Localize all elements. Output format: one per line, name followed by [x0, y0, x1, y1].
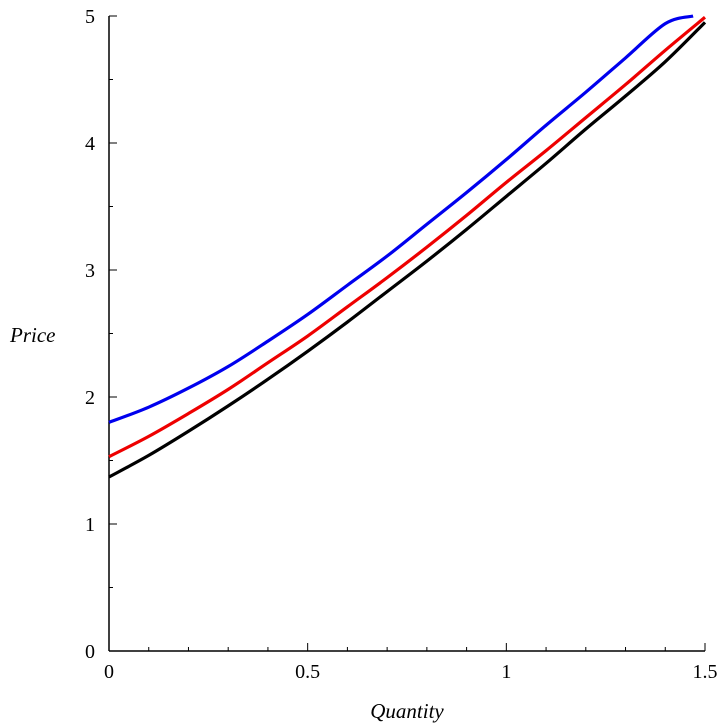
y-tick-label: 1 — [85, 514, 95, 536]
y-tick-label: 4 — [85, 133, 95, 155]
x-tick-label: 1.5 — [693, 661, 718, 683]
y-axis-label: Price — [9, 323, 55, 347]
series-layer — [108, 14, 707, 479]
y-tick-label: 2 — [85, 387, 95, 409]
y-tick-label: 3 — [85, 260, 95, 282]
x-tick-label: 0 — [104, 661, 114, 683]
axes: 0 0.5 1 1.5 0 1 2 3 4 5 — [85, 6, 718, 683]
x-tick-label: 0.5 — [295, 661, 320, 683]
series-line-2 — [108, 16, 707, 459]
series-line-1 — [108, 14, 694, 424]
x-tick-label: 1 — [501, 661, 511, 683]
series-line-3 — [108, 21, 707, 479]
y-tick-label: 5 — [85, 6, 95, 28]
y-tick-label: 0 — [85, 641, 95, 663]
x-axis-label: Quantity — [370, 699, 444, 723]
